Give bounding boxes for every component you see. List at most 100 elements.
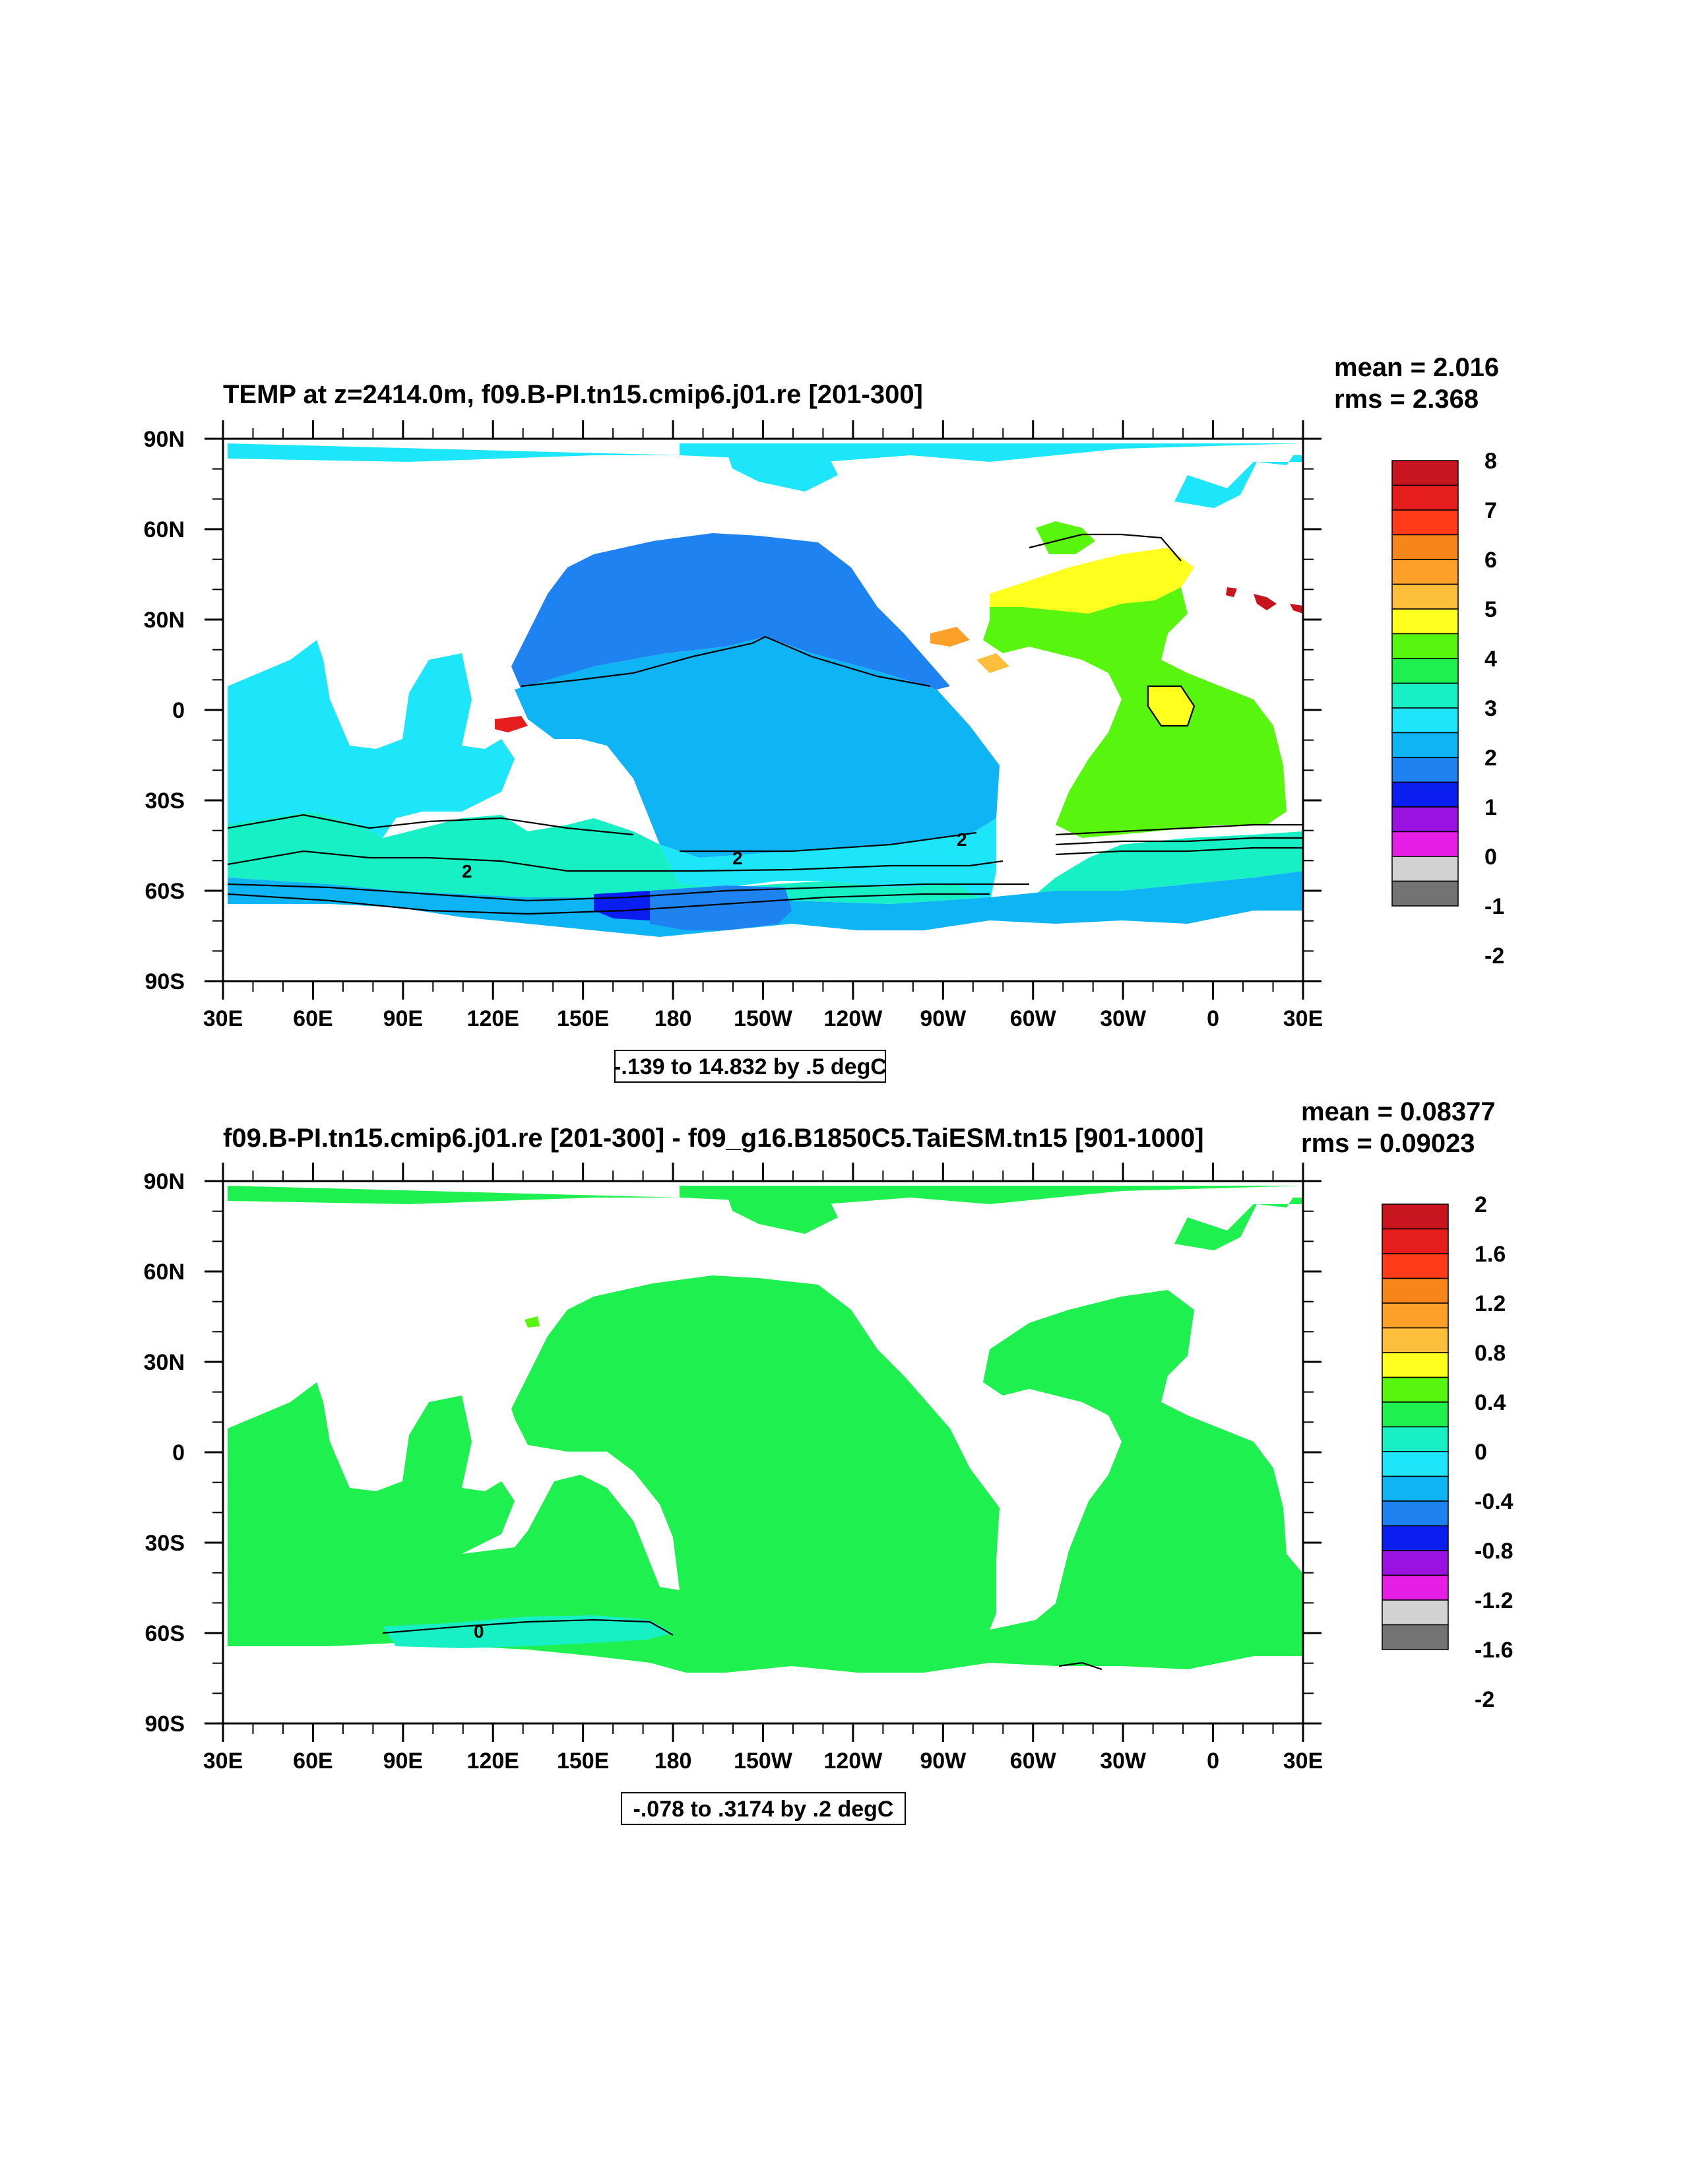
panel-2-antarctic-margin: [383, 1615, 673, 1648]
x-tick-label: 120W: [824, 1006, 883, 1031]
colorbar-label: -0.4: [1475, 1489, 1514, 1514]
y-tick-label: 60S: [145, 879, 185, 904]
panel-1-contour-label-1: 2: [462, 861, 472, 882]
panel-1-contour-label-2: 2: [732, 848, 743, 868]
colorbar-swatch: [1391, 880, 1459, 907]
panel-2-title: f09.B-PI.tn15.cmip6.j01.re [201-300] - f…: [223, 1124, 1204, 1153]
panel-1-map: 2 2 2: [222, 437, 1304, 982]
panel-1-rms: rms = 2.368: [1334, 385, 1479, 414]
y-tick-label: 30S: [145, 1531, 185, 1556]
x-tick-label: 60E: [293, 1006, 333, 1031]
colorbar-swatch: [1391, 757, 1459, 783]
panel-1-contour-label-3: 2: [957, 829, 967, 850]
panel-2-contour: [382, 1619, 1102, 1671]
colorbar-label: -1.2: [1475, 1588, 1514, 1613]
x-tick-label: 30W: [1100, 1006, 1147, 1031]
colorbar-swatch: [1382, 1376, 1449, 1403]
colorbar-label: 2: [1484, 746, 1497, 771]
panel-2-small-patch: [525, 1316, 540, 1328]
panel-1-labrador-sea: [1036, 521, 1095, 554]
colorbar-label: 1.6: [1475, 1242, 1506, 1267]
colorbar-swatch: [1382, 1352, 1449, 1378]
x-tick-label: 90W: [920, 1006, 967, 1031]
x-tick-label: 30W: [1100, 1749, 1147, 1774]
x-tick-label: 60E: [293, 1749, 333, 1774]
colorbar-swatch: [1391, 509, 1459, 536]
colorbar-swatch: [1382, 1277, 1449, 1304]
panel-1: TEMP at z=2414.0m, f09.B-PI.tn15.cmip6.j…: [144, 353, 1504, 1083]
y-tick-label: 90N: [144, 427, 185, 452]
x-tick-label: 90E: [383, 1749, 424, 1774]
colorbar-swatch: [1382, 1204, 1449, 1230]
colorbar-swatch: [1382, 1475, 1449, 1502]
panel-1-north-pacific: [511, 533, 950, 690]
panel-1-south-pacific: [660, 818, 996, 904]
x-tick-label: 60W: [1010, 1006, 1057, 1031]
panel-2-axes: 30E 60E 90E 120E 150E 180 150W 120W 90W 60W 30W 0 30…: [144, 1163, 1323, 1774]
x-tick-label: 30E: [203, 1749, 243, 1774]
colorbar-label: -1.6: [1475, 1638, 1514, 1663]
x-tick-label: 120W: [824, 1749, 883, 1774]
colorbar-label: 7: [1484, 498, 1497, 523]
colorbar-swatch: [1391, 856, 1459, 882]
colorbar-label: 3: [1484, 696, 1497, 721]
colorbar-swatch: [1391, 608, 1459, 635]
colorbar-swatch: [1391, 707, 1459, 734]
colorbar-label: 1.2: [1475, 1291, 1506, 1316]
y-tick-label: 60S: [145, 1621, 185, 1646]
panel-1-tropical-pacific: [515, 637, 1000, 858]
x-tick-label: 150E: [557, 1006, 609, 1031]
x-tick-label: 0: [1207, 1006, 1219, 1031]
colorbar-swatch: [1382, 1228, 1449, 1254]
panel-1-atlantic-contour: [1029, 533, 1195, 727]
colorbar-swatch: [1391, 682, 1459, 709]
colorbar-swatch: [1382, 1550, 1449, 1576]
y-tick-label: 30S: [145, 788, 185, 814]
x-tick-label: 120E: [467, 1006, 519, 1031]
y-tick-label: 90S: [145, 1712, 185, 1737]
y-tick-label: 30N: [144, 1350, 185, 1375]
panel-1-contour-info-box: [614, 1050, 886, 1083]
colorbar-swatch: [1382, 1401, 1449, 1428]
colorbar-label: 0: [1484, 845, 1497, 870]
colorbar-label: 6: [1484, 548, 1497, 573]
colorbar-swatch: [1391, 460, 1459, 486]
x-tick-label: 30E: [1283, 1006, 1323, 1031]
x-tick-label: 30E: [203, 1006, 243, 1031]
panel-2-contour-info-box: [621, 1792, 906, 1825]
x-tick-label: 180: [654, 1749, 692, 1774]
panel-1-contour-info: -.139 to 14.832 by .5 degC: [614, 1054, 887, 1079]
x-tick-label: 150W: [734, 1006, 793, 1031]
colorbar-swatch: [1391, 806, 1459, 833]
colorbar-label: 0.4: [1475, 1390, 1506, 1415]
colorbar-swatch: [1382, 1599, 1449, 1626]
colorbar-label: -0.8: [1475, 1539, 1514, 1564]
panel-1-atlantic: [983, 587, 1287, 838]
y-tick-label: 30N: [144, 608, 185, 633]
panel-1-indian-ocean: [228, 640, 515, 845]
colorbar-swatch: [1382, 1327, 1449, 1353]
panel-2-map: 0: [222, 1180, 1304, 1725]
colorbar-swatch: [1382, 1451, 1449, 1477]
colorbar-label: -1: [1484, 894, 1504, 919]
colorbar-swatch: [1391, 732, 1459, 758]
panel-2-colorbar: 2 1.6 1.2 0.8 0.4 0 -0.4 -0.8 -1.2 -1.6 -2: [1382, 1192, 1514, 1712]
panel-1-caribbean-1: [930, 627, 970, 647]
colorbar-label: 0: [1475, 1440, 1487, 1465]
y-tick-label: 0: [172, 698, 185, 723]
panel-1-axes: 30E 60E 90E 120E 150E 180 150W 120W 90W 60W 30W 0 30…: [144, 420, 1323, 1031]
colorbar-swatch: [1382, 1302, 1449, 1329]
panel-1-north-pacific-contour: [521, 635, 931, 688]
y-tick-label: 90N: [144, 1169, 185, 1194]
panel-1-atlantic-warm-patch: [1148, 686, 1194, 726]
panel-1-south-contours: [227, 814, 1303, 915]
panel-2-contour-info: -.078 to .3174 by .2 degC: [633, 1797, 894, 1822]
panel-1-mediterranean-3: [1290, 604, 1303, 614]
panel-1-title: TEMP at z=2414.0m, f09.B-PI.tn15.cmip6.j…: [223, 380, 923, 409]
colorbar-swatch: [1382, 1426, 1449, 1452]
x-tick-label: 150W: [734, 1749, 793, 1774]
panel-1-mediterranean-1: [1254, 594, 1277, 610]
x-tick-label: 30E: [1283, 1749, 1323, 1774]
x-tick-label: 150E: [557, 1749, 609, 1774]
y-tick-label: 60N: [144, 1260, 185, 1285]
